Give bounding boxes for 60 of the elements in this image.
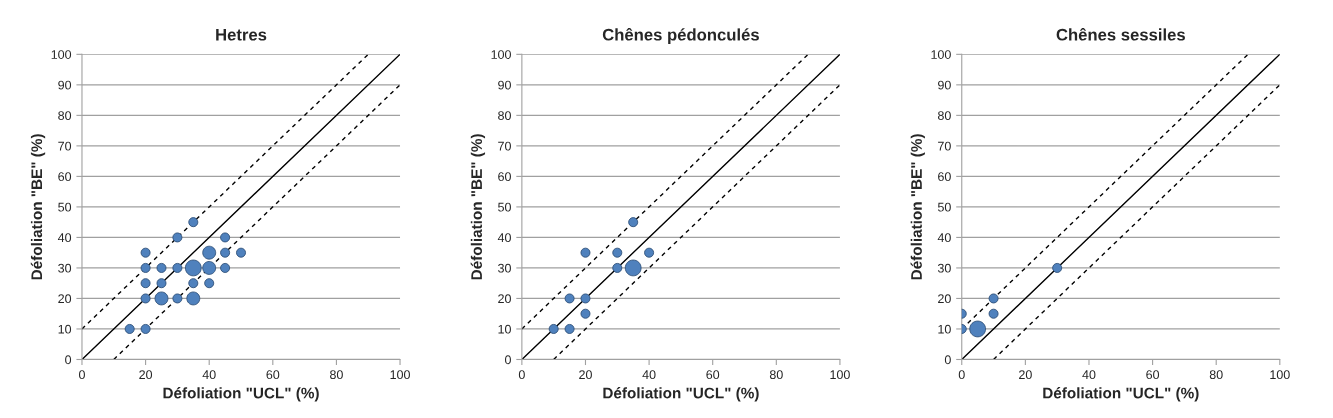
y-tick-label: 60 [938, 172, 951, 182]
x-tick-label: 100 [830, 370, 850, 380]
x-tick-label: 60 [1146, 370, 1160, 380]
y-tick-label: 40 [937, 233, 951, 243]
y-axis-title: Défoliation "BE" (%) [910, 134, 925, 280]
y-tick-label: 10 [58, 324, 72, 334]
y-tick-label: 60 [58, 172, 72, 182]
x-tick-label: 0 [518, 370, 525, 380]
x-axis-title: Défoliation "UCL" (%) [163, 387, 319, 402]
x-tick-label: 60 [266, 370, 280, 380]
chart-title: Chênes pédonculés [602, 28, 759, 44]
x-tick-label: 20 [579, 370, 592, 380]
y-tick-label: 80 [58, 111, 72, 121]
x-tick-label: 60 [706, 370, 720, 380]
y-axis-title: Défoliation "BE" (%) [470, 134, 486, 280]
y-tick-label: 100 [51, 50, 72, 59]
x-tick-label: 0 [78, 370, 85, 380]
chart-title: Hetres [216, 28, 267, 41]
y-tick-label: 50 [937, 202, 951, 212]
x-tick-label: 40 [1082, 370, 1096, 380]
y-tick-label: 20 [498, 294, 511, 304]
x-tick-label: 0 [958, 370, 965, 380]
chart-title: Chênes sessiles [1056, 28, 1185, 41]
y-tick-label: 0 [504, 355, 511, 365]
y-tick-label: 20 [938, 294, 951, 304]
x-tick-label: 100 [390, 370, 410, 380]
x-tick-label: 40 [642, 370, 656, 380]
y-tick-label: 10 [938, 324, 951, 334]
y-tick-label: 0 [944, 355, 951, 365]
y-tick-label: 40 [497, 233, 511, 243]
y-tick-label: 40 [57, 233, 72, 243]
y-tick-label: 70 [58, 141, 72, 151]
y-tick-label: 20 [58, 294, 72, 304]
y-tick-label: 50 [498, 202, 511, 212]
y-tick-label: 90 [498, 80, 511, 90]
x-tick-label: 80 [1209, 370, 1223, 380]
x-axis-title: Défoliation "UCL" (%) [1043, 387, 1199, 402]
y-tick-label: 100 [491, 50, 511, 59]
x-tick-label: 100 [1270, 370, 1290, 380]
y-tick-label: 70 [498, 141, 511, 151]
y-tick-label: 30 [937, 263, 951, 273]
y-tick-label: 80 [937, 111, 951, 121]
y-axis-title: Défoliation "BE" (%) [30, 134, 46, 280]
y-tick-label: 30 [498, 263, 511, 273]
x-tick-label: 20 [139, 370, 153, 380]
y-tick-label: 100 [931, 50, 951, 59]
x-tick-label: 80 [769, 370, 783, 380]
x-tick-label: 80 [330, 370, 343, 380]
y-tick-label: 90 [58, 80, 72, 90]
y-tick-label: 80 [498, 111, 511, 121]
x-tick-label: 20 [1019, 370, 1032, 380]
x-axis-title: Défoliation "UCL" (%) [603, 387, 759, 402]
y-tick-label: 50 [58, 202, 72, 212]
y-tick-label: 70 [938, 141, 951, 151]
y-tick-label: 10 [498, 324, 511, 334]
y-tick-label: 60 [498, 172, 511, 182]
y-tick-label: 0 [65, 355, 72, 365]
y-tick-label: 30 [58, 263, 72, 273]
y-tick-label: 90 [938, 80, 951, 90]
x-tick-label: 40 [202, 370, 216, 380]
